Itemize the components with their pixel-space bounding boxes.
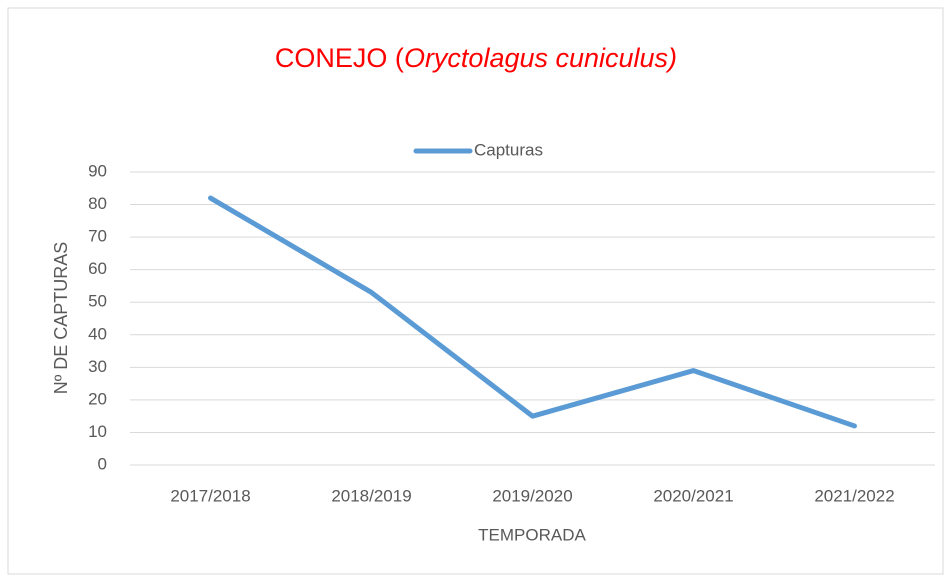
chart-border — [7, 7, 944, 575]
x-tick-label: 2021/2022 — [814, 486, 894, 505]
title-plain: CONEJO ( — [275, 43, 404, 73]
y-tick-label: 10 — [88, 422, 107, 441]
y-tick-label: 30 — [88, 357, 107, 376]
y-tick-label: 70 — [88, 227, 107, 246]
data-line — [208, 195, 857, 429]
x-tick-label: 2019/2020 — [492, 486, 572, 505]
chart-title: CONEJO (Oryctolagus cuniculus) — [275, 43, 677, 73]
x-tick-label: 2018/2019 — [331, 486, 411, 505]
y-tick-label: 50 — [88, 292, 107, 311]
y-tick-label: 80 — [88, 194, 107, 213]
y-tick-label: 90 — [88, 161, 107, 180]
title-italic: Oryctolagus cuniculus) — [404, 43, 677, 73]
y-axis-label: Nº DE CAPTURAS — [51, 242, 71, 395]
legend-label: Capturas — [474, 140, 543, 159]
y-tick-label: 60 — [88, 259, 107, 278]
x-tick-label: 2017/2018 — [170, 486, 250, 505]
y-tick-label: 20 — [88, 389, 107, 408]
x-tick-label: 2020/2021 — [653, 486, 733, 505]
y-tick-label: 40 — [88, 324, 107, 343]
y-tick-label: 0 — [98, 454, 107, 473]
x-axis-label: TEMPORADA — [478, 525, 586, 544]
